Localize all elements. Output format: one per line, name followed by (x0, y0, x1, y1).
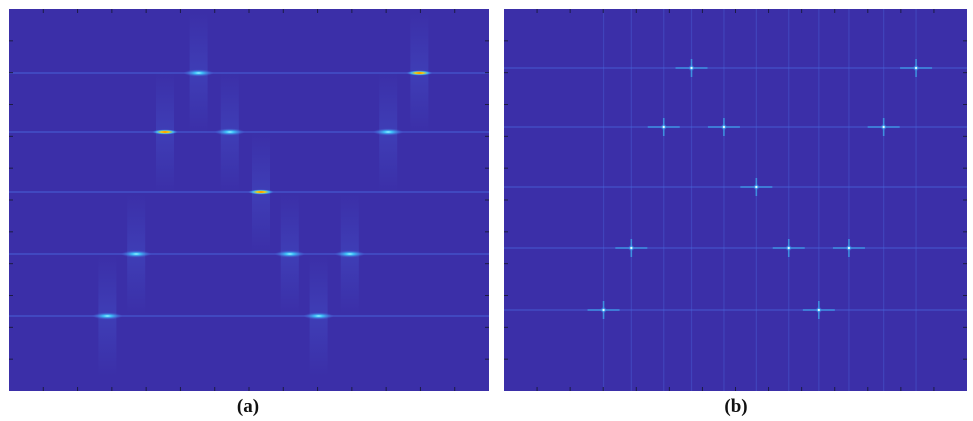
ridge-line (9, 131, 489, 133)
peak-spot (121, 194, 152, 314)
image-background (504, 9, 967, 391)
axis-ticks (504, 9, 967, 391)
peak-spot (647, 9, 680, 391)
ridge-line (504, 186, 967, 188)
peak-spot (334, 194, 365, 314)
ridge-line (9, 253, 489, 255)
peak-spot (740, 9, 773, 391)
ridge-line (9, 72, 489, 74)
ridge-line (504, 247, 967, 249)
peak-spot (303, 256, 334, 376)
ridge-line (504, 67, 967, 69)
peak-spot (832, 9, 865, 391)
peak-spot (615, 9, 648, 391)
peak-spot (274, 194, 305, 314)
peak-spot (214, 72, 245, 192)
spectrum-image-b (504, 9, 967, 391)
peak-spot (772, 9, 805, 391)
peak-spot (183, 13, 214, 133)
spectrum-panel-a (9, 9, 489, 391)
spectrum-panel-b (504, 9, 967, 391)
caption-a: (a) (236, 396, 260, 417)
axis-ticks (9, 9, 489, 391)
peak-spot (92, 256, 123, 376)
peak-spot (867, 9, 900, 391)
ridge-line (504, 309, 967, 311)
peak-spot (707, 9, 740, 391)
peak-spot (152, 72, 178, 192)
ridge-line (9, 315, 489, 317)
peak-spot (373, 72, 404, 192)
peak-spot (406, 13, 433, 133)
peak-spot (248, 132, 274, 252)
peak-spot (587, 9, 620, 391)
spectrum-image-a (9, 9, 489, 391)
caption-b: (b) (724, 396, 748, 417)
peak-spot (802, 9, 835, 391)
peak-spot (675, 9, 708, 391)
peak-spot (900, 9, 933, 391)
